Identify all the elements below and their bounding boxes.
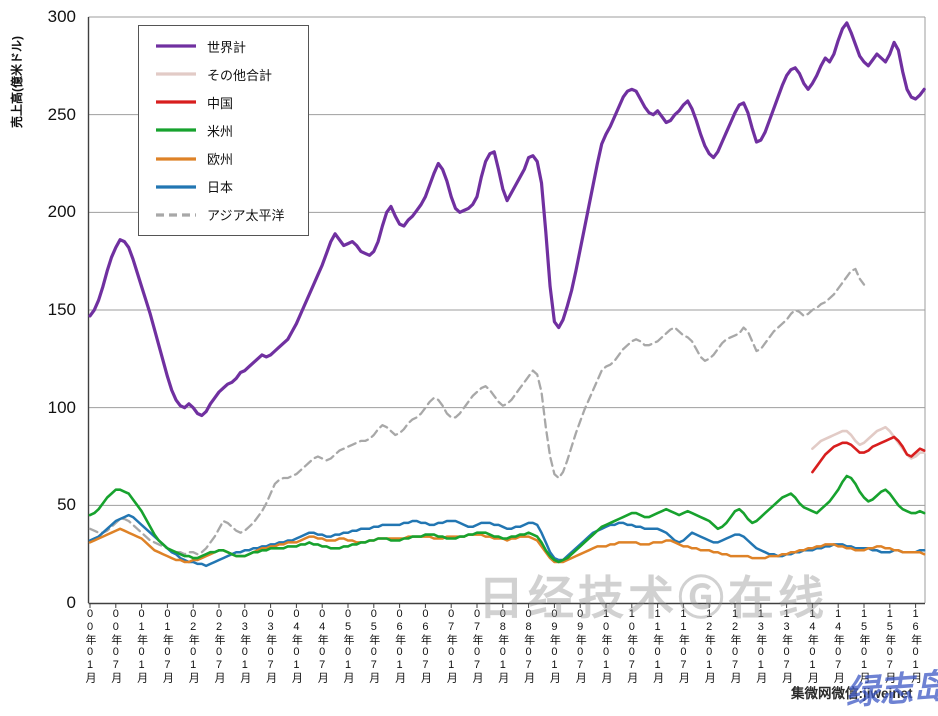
legend-item-中国: 中国: [155, 93, 308, 112]
series-line-アジア太平洋: [88, 267, 866, 556]
y-tick-label-250: 250: [47, 104, 76, 124]
x-tick-label-15年07月: 15年07月: [883, 608, 896, 684]
x-tick-label-01年07月: 01年07月: [161, 608, 174, 684]
legend-item-米州: 米州: [155, 121, 308, 140]
x-tick-label-11年07月: 11年07月: [677, 608, 690, 684]
x-tick-label-12年07月: 12年07月: [729, 608, 741, 684]
legend-label: 中国: [207, 95, 234, 111]
y-tick-label-300: 300: [47, 7, 76, 26]
series-line-中国: [811, 435, 926, 474]
legend-label: 世界計: [207, 39, 247, 55]
x-tick-label-00年07月: 00年07月: [109, 608, 122, 684]
y-tick-label-150: 150: [47, 300, 76, 319]
legend-swatch-米州: [156, 128, 196, 133]
legend-item-欧州: 欧州: [155, 149, 308, 168]
legend-swatch-欧州: [156, 157, 196, 161]
y-tick-label-50: 50: [57, 495, 76, 515]
x-tick-label-07年07月: 07年07月: [471, 608, 483, 684]
x-tick-label-10年01月: 10年01月: [600, 608, 612, 684]
x-tick-label-03年07月: 03年07月: [264, 608, 277, 684]
x-tick-label-13年07月: 13年07月: [780, 608, 793, 684]
y-tick-label-100: 100: [47, 397, 76, 417]
y-axis-title: 売上高(億米ドル): [10, 36, 24, 128]
legend-box: 世界計その他合計中国米州欧州日本アジア太平洋: [138, 25, 309, 236]
x-tick-label-04年01月: 04年01月: [290, 608, 303, 684]
x-tick-label-11年01月: 11年01月: [651, 608, 664, 684]
series-line-欧州: [88, 527, 926, 564]
x-tick-label-08年01月: 08年01月: [496, 608, 509, 684]
legend-label: 日本: [207, 180, 234, 196]
jiwei-watermark: 集微网微信:jiweinet: [791, 686, 913, 701]
x-tick-label-09年01月: 09年01月: [548, 608, 561, 684]
x-tick-label-03年01月: 03年01月: [238, 608, 251, 684]
x-tick-label-05年01月: 05年01月: [342, 608, 354, 684]
x-tick-label-13年01月: 13年01月: [754, 608, 767, 684]
x-tick-label-14年07月: 14年07月: [832, 608, 845, 684]
x-tick-label-15年01月: 15年01月: [858, 608, 870, 684]
x-tick-label-00年01月: 00年01月: [84, 608, 96, 684]
legend-item-アジア太平洋: アジア太平洋: [155, 205, 308, 224]
x-tick-label-07年01月: 07年01月: [445, 608, 458, 684]
x-tick-label-04年07月: 04年07月: [316, 608, 329, 684]
y-tick-label-0: 0: [66, 593, 76, 612]
legend-swatch-アジア太平洋: [156, 213, 196, 217]
legend-label: 米州: [207, 123, 234, 139]
blue-stamp-watermark: 绿志岛: [844, 668, 938, 713]
x-tick-label-10年07月: 10年07月: [625, 608, 638, 684]
x-tick-label-02年01月: 02年01月: [187, 608, 200, 684]
legend-item-日本: 日本: [155, 177, 308, 196]
x-tick-label-14年01月: 14年01月: [806, 608, 819, 684]
x-tick-label-16年01月: 16年01月: [909, 608, 922, 684]
x-tick-label-02年07月: 02年07月: [213, 608, 225, 684]
x-tick-label-06年01月: 06年01月: [393, 608, 406, 684]
x-tick-label-05年07月: 05年07月: [367, 608, 380, 684]
legend-item-世界計: 世界計: [155, 37, 308, 56]
series-line-世界計: [88, 21, 926, 418]
legend-swatch-その他合計: [156, 72, 196, 76]
x-tick-label-01年01月: 01年01月: [135, 608, 148, 684]
legend-label: アジア太平洋: [207, 208, 285, 224]
x-tick-label-12年01月: 12年01月: [703, 608, 716, 684]
x-tick-label-08年07月: 08年07月: [522, 608, 535, 684]
y-tick-label-200: 200: [47, 202, 76, 222]
legend-label: その他合計: [207, 67, 273, 83]
legend-item-その他合計: その他合計: [155, 65, 308, 84]
x-tick-label-06年07月: 06年07月: [419, 608, 432, 684]
legend-swatch-日本: [156, 185, 196, 189]
legend-label: 欧州: [207, 152, 234, 168]
legend-swatch-中国: [156, 100, 196, 104]
legend-swatch-世界計: [156, 44, 196, 48]
x-tick-label-09年07月: 09年07月: [574, 608, 587, 684]
series-line-米州: [88, 474, 926, 564]
